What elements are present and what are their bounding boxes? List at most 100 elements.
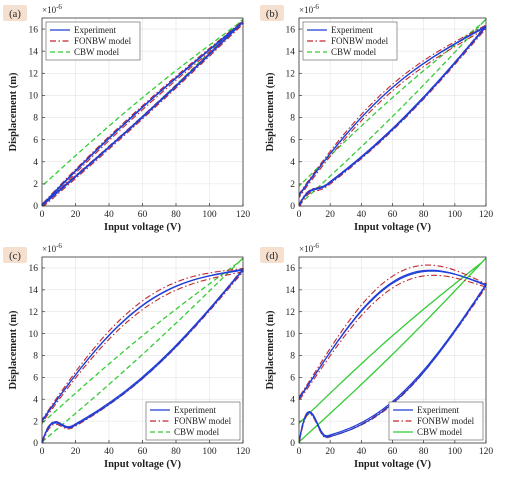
panel-label-badge (3, 5, 27, 21)
y-exponent-label: ×10-6 (299, 242, 319, 254)
y-axis-label: Displacement (m) (8, 310, 19, 390)
x-tick-label: 40 (104, 447, 114, 457)
x-tick-label: 120 (479, 210, 494, 220)
x-tick-label: 60 (138, 210, 148, 220)
y-tick-label: 14 (286, 47, 296, 57)
x-tick-label: 20 (71, 447, 81, 457)
legend-entry: CBW model (417, 427, 463, 437)
y-tick-label: 0 (33, 202, 38, 212)
x-tick-label: 0 (40, 447, 45, 457)
x-tick-label: 80 (171, 447, 181, 457)
y-tick-label: 4 (33, 395, 38, 405)
x-tick-label: 0 (297, 447, 302, 457)
x-tick-label: 0 (297, 210, 302, 220)
x-tick-label: 40 (104, 210, 114, 220)
legend-entry: FONBW model (174, 416, 232, 426)
x-tick-label: 40 (357, 210, 367, 220)
y-exponent-label: ×10-6 (299, 3, 319, 15)
y-tick-label: 6 (290, 374, 295, 384)
chart-panel-b: 0 20 40 60 80 100 120 0 2 4 6 8 10 12 14 16×10-6 Input v… (260, 3, 493, 233)
y-tick-label: 10 (286, 330, 296, 340)
y-tick-label: 2 (33, 417, 38, 427)
y-axis-label: Displacement (m) (8, 72, 19, 152)
y-tick-label: 8 (33, 114, 38, 124)
y-tick-label: 2 (290, 180, 295, 190)
y-tick-label: 16 (29, 264, 39, 274)
panel-label: (d) (266, 251, 279, 262)
x-axis-label: Input voltage (V) (104, 459, 182, 470)
y-tick-label: 14 (29, 47, 39, 57)
y-axis-label: Displacement (m) (265, 72, 276, 152)
y-tick-label: 16 (286, 264, 296, 274)
y-tick-label: 12 (286, 69, 296, 79)
legend-entry: Experiment (74, 25, 116, 35)
y-tick-label: 14 (29, 286, 39, 296)
legend-entry: Experiment (174, 405, 216, 415)
legend-box (145, 401, 241, 441)
y-tick-label: 6 (290, 136, 295, 146)
x-axis-label: Input voltage (V) (104, 222, 182, 233)
x-tick-label: 120 (479, 447, 494, 457)
y-tick-label: 12 (29, 308, 39, 318)
y-tick-label: 0 (290, 202, 295, 212)
x-axis-label: Input voltage (V) (354, 459, 432, 470)
y-exponent-power: -6 (313, 242, 319, 250)
x-tick-label: 100 (448, 447, 463, 457)
y-tick-label: 10 (29, 330, 39, 340)
x-tick-label: 40 (357, 447, 367, 457)
x-tick-label: 60 (138, 447, 148, 457)
y-tick-label: 0 (290, 439, 295, 449)
chart-panel-c: 0 20 40 60 80 100 120 0 2 4 6 8 10 12 14 16×10-6 Input v… (3, 242, 250, 470)
x-tick-label: 20 (71, 210, 81, 220)
legend-entry: FONBW model (417, 416, 475, 426)
legend-entry: CBW model (331, 47, 377, 57)
y-tick-label: 14 (286, 286, 296, 296)
series-line-cbw-model (299, 18, 487, 206)
y-axis-label: Displacement (m) (265, 310, 276, 390)
y-tick-label: 16 (286, 25, 296, 35)
x-tick-label: 100 (202, 447, 217, 457)
panel-label: (c) (9, 251, 21, 262)
x-tick-label: 80 (419, 210, 429, 220)
x-tick-label: 120 (236, 210, 251, 220)
panel-label: (a) (9, 9, 21, 20)
y-exponent-label: ×10-6 (42, 3, 62, 15)
y-tick-label: 8 (290, 114, 295, 124)
y-tick-label: 6 (33, 374, 38, 384)
x-tick-label: 100 (448, 210, 463, 220)
panel-label: (b) (266, 9, 279, 20)
y-exponent-power: -6 (313, 3, 319, 11)
x-tick-label: 60 (388, 447, 398, 457)
series-line-fonbw-model (299, 274, 487, 443)
panel-label-badge (3, 247, 27, 263)
x-tick-label: 80 (171, 210, 181, 220)
legend-entry: Experiment (417, 405, 459, 415)
x-tick-label: 60 (388, 210, 398, 220)
series-line-fonbw-model (299, 27, 487, 206)
y-exponent-power: -6 (56, 242, 62, 250)
panel-label-badge (260, 5, 284, 21)
legend-box (388, 401, 484, 441)
y-tick-label: 8 (33, 352, 38, 362)
y-tick-label: 8 (290, 352, 295, 362)
y-exponent-power: -6 (56, 3, 62, 11)
y-tick-label: 4 (290, 158, 295, 168)
series-line-fonbw-model (299, 24, 487, 205)
y-tick-label: 10 (286, 92, 296, 102)
x-axis-label: Input voltage (V) (354, 222, 432, 233)
legend-entry: FONBW model (331, 36, 389, 46)
y-tick-label: 2 (290, 417, 295, 427)
x-tick-label: 0 (40, 210, 45, 220)
panel-label-badge (260, 247, 284, 263)
y-tick-label: 0 (33, 439, 38, 449)
x-tick-label: 20 (325, 210, 335, 220)
y-tick-label: 4 (33, 158, 38, 168)
x-tick-label: 120 (236, 447, 251, 457)
y-tick-label: 12 (29, 69, 39, 79)
y-tick-label: 12 (286, 308, 296, 318)
